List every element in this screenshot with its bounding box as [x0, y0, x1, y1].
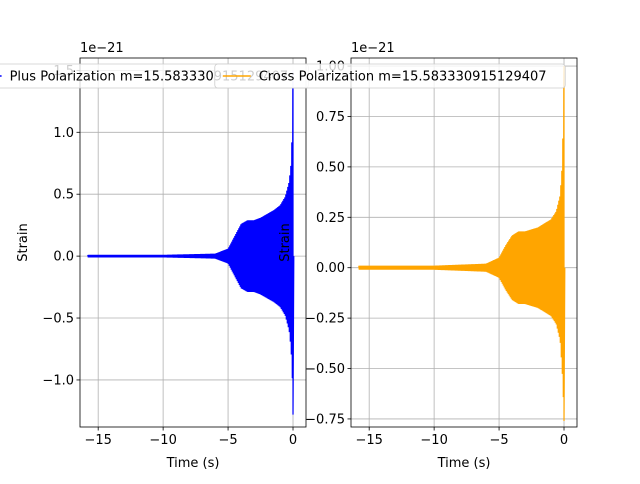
y-tick-label: 1.0 [53, 126, 74, 141]
y-axis-label: Strain [16, 223, 31, 262]
x-tick-label: −15 [84, 433, 111, 448]
x-tick-label: −10 [149, 433, 176, 448]
x-axis-label: Time (s) [166, 456, 220, 471]
cross-polarization-panel: −15 −10 −5 0 −0.75 −0.50 −0.25 0.00 0.25 0.50 0.75… [214, 41, 578, 471]
y-tick-label: −0.50 [305, 362, 345, 377]
x-tick-label: −10 [420, 433, 447, 448]
x-tick-label: −5 [489, 433, 508, 448]
axes-frame [350, 57, 578, 428]
x-tick-label: −15 [355, 433, 382, 448]
axes-frame [79, 57, 307, 428]
y-tick-label: 0.5 [53, 188, 74, 203]
y-tick-label: −0.75 [305, 412, 345, 427]
offset-label: 1e−21 [351, 41, 395, 56]
y-tick-label: 0.75 [316, 110, 345, 125]
y-tick-label: 0.50 [316, 160, 345, 175]
y-tick-label: −1.0 [42, 373, 74, 388]
y-tick-label: 0.25 [316, 211, 345, 226]
x-tick-label: −5 [218, 433, 237, 448]
offset-label: 1e−21 [80, 41, 124, 56]
x-axis-label: Time (s) [437, 456, 491, 471]
x-tick-label: 0 [560, 433, 568, 448]
y-tick-label: 0.00 [316, 261, 345, 276]
y-tick-label: −0.5 [42, 312, 74, 327]
x-tick-label: 0 [289, 433, 297, 448]
y-axis-label: Strain [278, 223, 293, 262]
y-tick-label: 0.0 [53, 250, 74, 265]
legend-box [214, 63, 566, 89]
legend-label: Cross Polarization m=15.583330915129407 [259, 70, 547, 85]
y-tick-label: −0.25 [305, 312, 345, 327]
